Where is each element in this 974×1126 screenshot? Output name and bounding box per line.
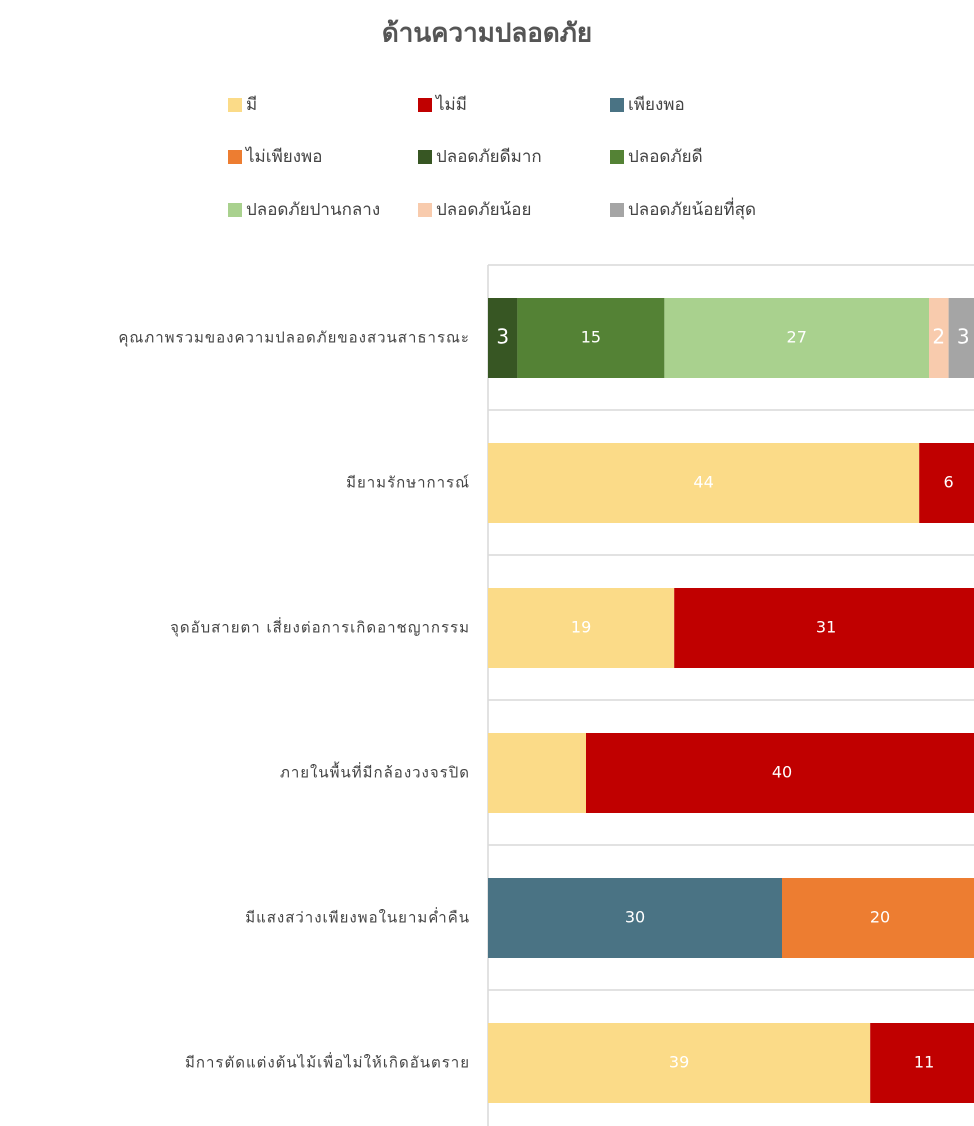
data-label: 6 xyxy=(944,473,954,492)
legend-swatch xyxy=(228,150,242,164)
data-label: 30 xyxy=(625,908,645,927)
data-label: 19 xyxy=(571,618,591,637)
chart-title: ด้านความปลอดภัย xyxy=(382,19,592,49)
legend-swatch xyxy=(228,98,242,112)
bar-segment xyxy=(782,878,974,958)
legend-label: ไม่เพียงพอ xyxy=(244,146,322,167)
data-label: 15 xyxy=(581,328,601,347)
legend-swatch xyxy=(610,150,624,164)
y-tick-label: ภายในพื้นที่มีกล้องวงจรปิด xyxy=(280,762,470,782)
y-tick-label: จุดอับสายตา เสี่ยงต่อการเกิดอาชญากรรม xyxy=(170,617,470,638)
bar-segment xyxy=(488,443,920,523)
y-tick-label: มีแสงสว่างเพียงพอในยามค่ำคืน xyxy=(245,907,470,927)
bar-segment xyxy=(664,298,929,378)
bar-segment xyxy=(488,878,782,958)
legend-swatch xyxy=(418,98,432,112)
legend-swatch xyxy=(418,150,432,164)
data-label: 3 xyxy=(957,325,970,349)
bar-segment xyxy=(488,733,586,813)
bar-segment xyxy=(929,298,949,378)
bar-segment xyxy=(488,1023,871,1103)
legend-swatch xyxy=(610,203,624,217)
bar-segment xyxy=(586,733,974,813)
data-label: 27 xyxy=(787,328,807,347)
legend-label: ปลอดภัยดีมาก xyxy=(436,147,542,167)
legend-label: ปลอดภัยดี xyxy=(628,147,703,167)
legend-label: ไม่มี xyxy=(434,94,467,115)
legend-label: มี xyxy=(246,95,257,115)
bar-segment xyxy=(919,443,974,523)
data-label: 39 xyxy=(669,1053,689,1072)
legend-label: เพียงพอ xyxy=(628,95,685,115)
data-label: 44 xyxy=(693,473,713,492)
bar-segment xyxy=(488,588,675,668)
data-label: 2 xyxy=(932,325,945,349)
y-tick-label: มีการตัดแต่งต้นไม้เพื่อไม่ให้เกิดอันตราย xyxy=(185,1052,470,1072)
bar-segment xyxy=(870,1023,974,1103)
y-tick-label: คุณภาพรวมของความปลอดภัยของสวนสาธารณะ xyxy=(118,329,470,348)
legend-swatch xyxy=(418,203,432,217)
data-label: 31 xyxy=(816,618,836,637)
bar-segment xyxy=(948,298,974,378)
legend-label: ปลอดภัยน้อยที่สุด xyxy=(628,197,756,220)
data-label: 3 xyxy=(496,325,509,349)
legend-label: ปลอดภัยปานกลาง xyxy=(246,200,380,220)
bar-segment xyxy=(517,298,665,378)
bar-segment xyxy=(674,588,974,668)
data-label: 40 xyxy=(772,763,792,782)
data-label: 20 xyxy=(870,908,890,927)
data-label: 11 xyxy=(914,1053,934,1072)
legend-label: ปลอดภัยน้อย xyxy=(436,200,531,220)
bar-segment xyxy=(488,298,518,378)
legend-swatch xyxy=(228,203,242,217)
legend-swatch xyxy=(610,98,624,112)
y-tick-label: มียามรักษาการณ์ xyxy=(346,474,470,492)
